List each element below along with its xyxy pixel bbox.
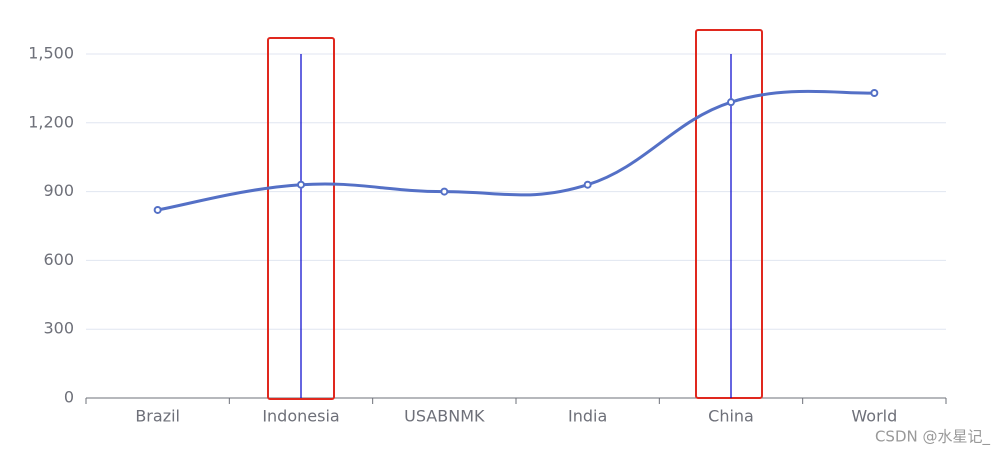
y-tick-label: 0	[64, 388, 74, 407]
point	[440, 187, 449, 196]
series-line	[157, 89, 875, 212]
highlight-box	[267, 37, 335, 400]
point	[153, 205, 162, 214]
watermark: CSDN @水星记_	[875, 428, 991, 447]
y-tick-label: 1,500	[28, 44, 74, 63]
y-tick-label: 900	[43, 181, 74, 200]
y-tick-label: 1,200	[28, 112, 74, 131]
point	[297, 180, 305, 189]
x-tick-label: Brazil	[135, 407, 180, 426]
y-tick-label: 600	[43, 250, 74, 269]
point	[870, 88, 879, 97]
x-tick-label: USABNMK	[404, 407, 485, 426]
y-tick-label: 300	[43, 319, 74, 338]
point	[583, 180, 592, 189]
x-tick-label: Indonesia	[262, 407, 339, 426]
x-tick-label: World	[851, 407, 897, 426]
highlight-box	[695, 29, 763, 399]
point	[727, 98, 735, 107]
x-tick-label: China	[708, 407, 754, 426]
x-tick-label: India	[568, 407, 607, 426]
